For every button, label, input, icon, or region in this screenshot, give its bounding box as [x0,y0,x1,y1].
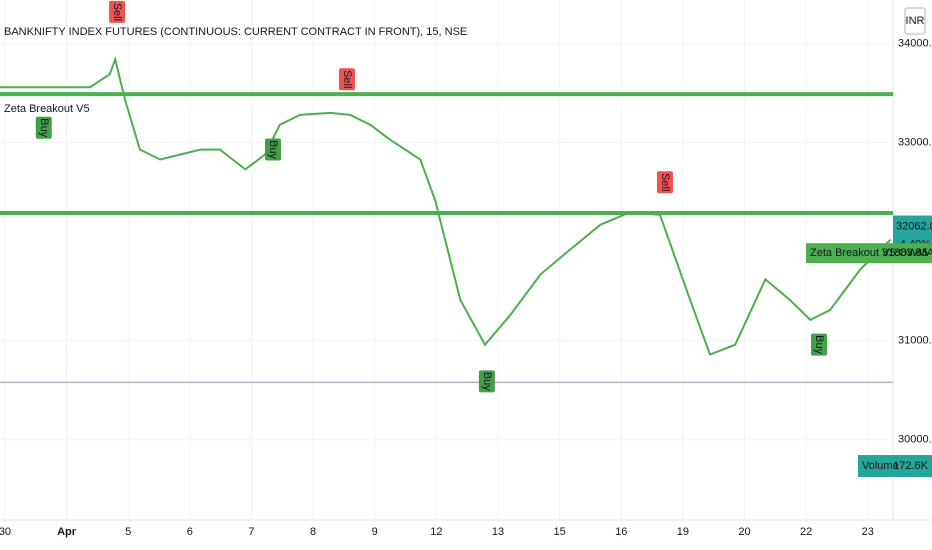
currency[interactable]: INR [906,15,925,27]
signal-label: Sell [341,70,353,88]
x-tick-label: 7 [248,526,254,538]
signal-badge [811,333,828,356]
signal-badge [35,116,52,139]
y-tick-label: 33000.00 [898,137,932,149]
x-tick-label: 8 [310,526,316,538]
x-tick-label: 30 [0,526,11,538]
indicator-name: Zeta Breakout V5 [4,103,90,115]
ma-line [0,55,892,356]
y-tick-label: 31000.00 [898,335,932,347]
x-tick-label: 23 [862,526,874,538]
x-tick-label: 22 [800,526,812,538]
x-tick-label: 15 [553,526,565,538]
x-tick-label: 20 [738,526,750,538]
signal-badge [265,138,282,161]
y-tick-label: 34000.00 [898,37,932,49]
ma-label-name: Zeta Breakout V5:OWMA [810,247,932,259]
signal-label: Buy [38,118,50,137]
volume-badge [858,455,932,477]
x-tick-label: 16 [615,526,627,538]
volume-value: 172.6K [893,460,929,472]
last-price: 32062.00 [896,220,932,232]
ma-label-value: 31883.85 [882,247,928,259]
x-tick-label: 5 [125,526,131,538]
signal-label: Sell [111,3,123,21]
signal-badge [109,0,126,23]
x-tick-label: 13 [492,526,504,538]
signal-label: Buy [813,335,825,354]
y-tick-label: 30000.00 [898,434,932,446]
x-tick-label: 9 [372,526,378,538]
signal-badge [338,68,355,91]
ma-label-badge [806,243,932,264]
x-tick-label: Apr [57,526,77,538]
signal-label: Sell [659,173,671,191]
signal-label: Buy [267,140,279,159]
currency-box[interactable] [904,7,926,35]
volume-name: Volume [862,460,899,472]
x-tick-label: 19 [677,526,689,538]
signal-label: Buy [481,372,493,391]
chart-title: BANKNIFTY INDEX FUTURES (CONTINUOUS: CUR… [4,26,467,38]
x-tick-label: 12 [430,526,442,538]
signal-badge [478,370,495,393]
x-tick-label: 6 [187,526,193,538]
signal-badge [656,171,673,194]
